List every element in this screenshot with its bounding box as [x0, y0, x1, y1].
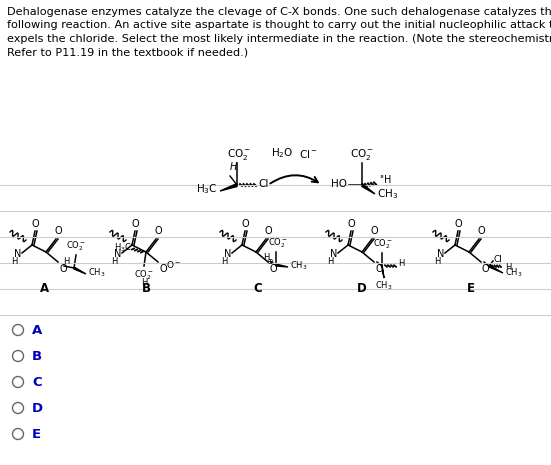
Text: D: D	[32, 401, 43, 414]
Text: A: A	[32, 324, 42, 337]
Text: Refer to P11.19 in the textbook if needed.): Refer to P11.19 in the textbook if neede…	[7, 47, 248, 58]
Text: O: O	[154, 226, 162, 236]
Text: C: C	[32, 376, 42, 388]
Text: N: N	[224, 249, 231, 259]
Text: H: H	[398, 259, 404, 268]
Text: CO$_2^-$: CO$_2^-$	[227, 147, 251, 162]
Polygon shape	[382, 265, 384, 278]
Text: H: H	[505, 264, 511, 272]
Text: E: E	[467, 281, 475, 294]
Text: B: B	[32, 350, 42, 363]
Text: H: H	[434, 257, 440, 266]
Text: O: O	[482, 264, 490, 274]
Text: H$_3$C: H$_3$C	[114, 242, 132, 254]
Text: N: N	[114, 249, 122, 259]
Text: E: E	[32, 427, 41, 440]
Text: H: H	[141, 278, 147, 287]
Text: O: O	[370, 226, 378, 236]
Text: O: O	[347, 219, 355, 229]
Text: Cl$^-$: Cl$^-$	[299, 148, 317, 160]
Text: CH$_3$: CH$_3$	[505, 267, 522, 279]
Text: CO$_2^-$: CO$_2^-$	[134, 268, 154, 281]
Text: CO$_2^-$: CO$_2^-$	[268, 237, 288, 250]
Text: H: H	[11, 257, 17, 266]
Polygon shape	[362, 184, 375, 194]
Text: O$^-$: O$^-$	[166, 259, 181, 270]
Text: O: O	[454, 219, 462, 229]
Text: C: C	[253, 281, 262, 294]
Text: O: O	[59, 264, 67, 274]
Text: N: N	[437, 249, 445, 259]
Text: O: O	[264, 226, 272, 236]
Text: H: H	[111, 257, 117, 266]
Polygon shape	[220, 184, 237, 191]
Polygon shape	[489, 265, 503, 273]
Text: CH$_3$: CH$_3$	[377, 187, 398, 201]
Text: Cl: Cl	[494, 255, 503, 265]
Text: N: N	[330, 249, 338, 259]
Text: H: H	[63, 258, 70, 266]
Text: O: O	[269, 264, 277, 274]
Text: H$_3$C: H$_3$C	[196, 182, 218, 196]
Text: H$_2$O: H$_2$O	[271, 146, 293, 160]
Text: H: H	[263, 252, 270, 261]
Text: CH$_3$: CH$_3$	[290, 260, 307, 272]
Text: following reaction. An active site aspartate is thought to carry out the initial: following reaction. An active site aspar…	[7, 20, 551, 31]
Text: O: O	[241, 219, 249, 229]
Text: H: H	[327, 257, 333, 266]
Text: CO$_2^-$: CO$_2^-$	[350, 147, 374, 162]
Text: O: O	[477, 226, 485, 236]
Text: B: B	[142, 281, 150, 294]
Text: Dehalogenase enzymes catalyze the clevage of C-X bonds. One such dehalogenase ca: Dehalogenase enzymes catalyze the clevag…	[7, 7, 551, 17]
Text: H: H	[221, 257, 227, 266]
Polygon shape	[74, 267, 86, 274]
Text: D: D	[357, 281, 367, 294]
Text: Cl: Cl	[258, 179, 268, 189]
Text: O: O	[159, 264, 166, 274]
Text: ''H: ''H	[379, 175, 391, 185]
Text: expels the chloride. Select the most likely intermediate in the reaction. (Note : expels the chloride. Select the most lik…	[7, 34, 551, 44]
Text: O: O	[31, 219, 39, 229]
Text: H: H	[229, 162, 237, 172]
Text: O: O	[54, 226, 62, 236]
Text: A: A	[40, 281, 48, 294]
Text: HO: HO	[331, 179, 347, 189]
Text: CH$_3$: CH$_3$	[375, 280, 393, 292]
Text: CH$_3$: CH$_3$	[88, 267, 106, 279]
Text: $\oplus$: $\oplus$	[266, 258, 274, 266]
Polygon shape	[276, 264, 288, 267]
Text: CO$_2^-$: CO$_2^-$	[66, 239, 86, 253]
Text: O: O	[375, 264, 382, 274]
Text: O: O	[131, 219, 139, 229]
Text: CO$_2^-$: CO$_2^-$	[373, 238, 393, 251]
Text: N: N	[14, 249, 21, 259]
